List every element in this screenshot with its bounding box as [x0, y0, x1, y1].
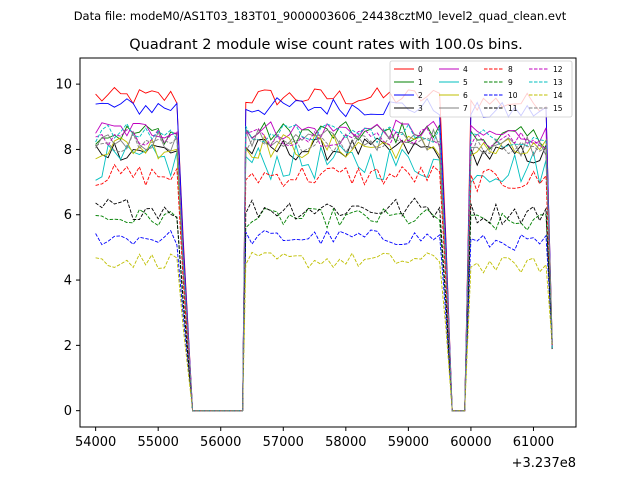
legend-label: 2: [418, 91, 423, 100]
x-tick-label: 61000: [513, 435, 554, 450]
legend-label: 7: [463, 104, 468, 113]
legend-label: 1: [418, 78, 423, 87]
series-line-3: [95, 137, 553, 412]
x-axis-ticks: 54000 55000 56000 57000 58000 59000 60000 61000: [75, 427, 554, 450]
x-tick-label: 60000: [450, 435, 491, 450]
x-tick-label: 54000: [75, 435, 116, 450]
series-line-9: [95, 207, 553, 412]
y-tick-label: 10: [55, 78, 72, 93]
legend-label: 3: [418, 104, 423, 113]
series-line-1: [95, 121, 553, 412]
series-line-8: [95, 163, 553, 412]
plot-lines: [95, 86, 553, 412]
y-tick-label: 2: [64, 339, 72, 354]
legend-label: 15: [553, 104, 563, 113]
x-tick-label: 57000: [263, 435, 304, 450]
x-tick-label: 58000: [325, 435, 366, 450]
legend-label: 0: [418, 65, 423, 74]
chart-title: Quadrant 2 module wise count rates with …: [129, 37, 523, 53]
legend-label: 5: [463, 78, 468, 87]
legend-label: 14: [553, 91, 563, 100]
series-line-11: [95, 197, 553, 412]
y-tick-label: 0: [64, 404, 72, 419]
legend-label: 8: [508, 65, 513, 74]
series-line-5: [95, 144, 553, 412]
chart-suptitle: Data file: modeM0/AS1T03_183T01_90000036…: [74, 9, 567, 23]
legend-label: 10: [508, 91, 518, 100]
legend-label: 6: [463, 91, 468, 100]
series-line-0: [95, 86, 553, 412]
series-line-15: [95, 132, 553, 412]
x-tick-label: 59000: [388, 435, 429, 450]
x-tick-label: 55000: [138, 435, 179, 450]
legend-label: 12: [553, 65, 563, 74]
legend-label: 4: [463, 65, 468, 74]
series-line-13: [95, 122, 553, 412]
legend-label: 11: [508, 104, 518, 113]
x-axis-offset-label: +3.237e8: [512, 456, 576, 471]
y-tick-label: 6: [64, 208, 72, 223]
series-line-10: [95, 229, 553, 412]
legend-box: [389, 60, 573, 118]
axes-frame: [79, 57, 577, 428]
y-tick-label: 4: [64, 274, 72, 289]
legend-label: 9: [508, 78, 513, 87]
series-line-6: [95, 132, 553, 412]
y-axis-ticks: 0 2 4 6 8 10: [55, 78, 80, 419]
y-tick-label: 8: [64, 143, 72, 158]
x-tick-label: 56000: [200, 435, 241, 450]
series-line-12: [95, 127, 553, 412]
legend-label: 13: [553, 78, 563, 87]
series-line-14: [95, 251, 553, 412]
series-line-4: [95, 119, 553, 412]
